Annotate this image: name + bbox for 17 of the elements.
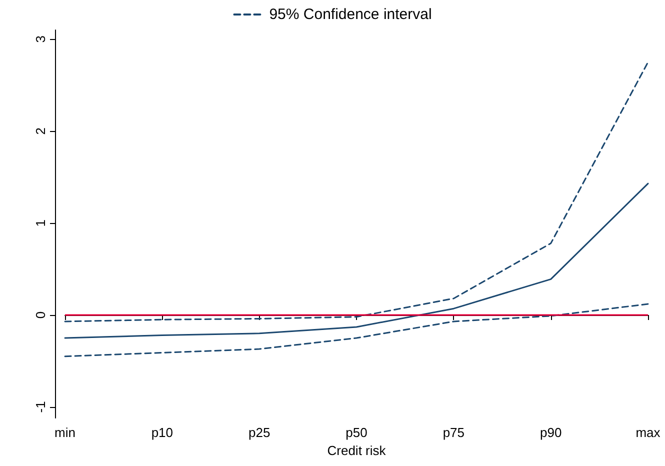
x-tick-label: p50	[346, 425, 368, 440]
y-tick-label: 0	[33, 311, 48, 319]
y-tick-label: -1	[33, 401, 48, 413]
x-tick-label: p90	[540, 425, 562, 440]
line-series	[64, 61, 649, 322]
line-series	[64, 182, 649, 339]
x-tick-label: max	[636, 425, 661, 440]
x-tick-label: p10	[151, 425, 174, 440]
x-tick-label: p25	[248, 425, 270, 440]
x-tick-label: p75	[442, 425, 465, 440]
line-series	[64, 303, 649, 358]
x-axis-title: Credit risk	[327, 442, 386, 458]
y-tick-label: 1	[33, 219, 48, 227]
y-tick-label: 3	[33, 36, 48, 43]
y-tick-label: 2	[33, 128, 48, 135]
x-tick-label: min	[54, 425, 76, 440]
legend-label: 95% Confidence interval	[269, 6, 432, 23]
